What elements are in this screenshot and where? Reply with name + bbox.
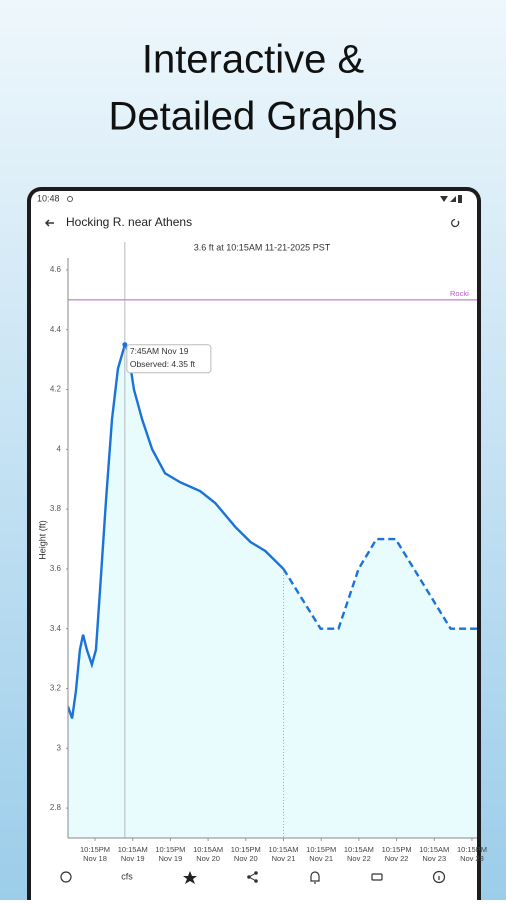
app-title: Hocking R. near Athens (66, 215, 192, 229)
x-tick-date: Nov 19 (121, 854, 145, 863)
x-tick-label: 10:15AM (419, 845, 449, 854)
units-button[interactable]: cfs (121, 871, 133, 881)
x-tick-label: 10:15PM (80, 845, 110, 854)
x-tick-date: Nov 20 (196, 854, 220, 863)
bottom-nav: cfs (60, 870, 446, 884)
y-tick-label: 2.8 (50, 803, 62, 812)
map-button[interactable] (60, 871, 72, 883)
tooltip-text: Observed: 4.35 ft (130, 359, 196, 369)
x-tick-date: Nov 21 (272, 854, 296, 863)
chart: Rocki 3.6 ft at 10:15AM 11-21-2025 PST Hei… (37, 242, 487, 863)
status-time: 10:48 (37, 193, 60, 203)
y-tick-label: 3.6 (50, 564, 62, 573)
x-tick-label: 10:15PM (231, 845, 261, 854)
status-icon (67, 196, 73, 202)
x-tick-label: 10:15AM (193, 845, 223, 854)
cursor-point (122, 342, 128, 348)
x-tick-label: 10:15PM (382, 845, 412, 854)
tooltip-text: 7:45AM Nov 19 (130, 346, 189, 356)
x-tick-label: 10:15PM (306, 845, 336, 854)
y-tick-label: 3.8 (50, 504, 62, 513)
x-tick-label: 10:15AM (344, 845, 374, 854)
x-tick-label: 10:15PM (155, 845, 185, 854)
share-button[interactable] (247, 871, 258, 883)
refresh-button[interactable] (451, 218, 460, 228)
y-tick-label: 3.4 (50, 624, 62, 633)
x-tick-date: Nov 23 (460, 854, 484, 863)
y-tick-label: 4.2 (50, 385, 62, 394)
tooltip-box (126, 344, 212, 374)
alert-button[interactable] (310, 871, 320, 884)
x-tick-label: 10:15AM (268, 845, 298, 854)
area-fill (68, 344, 284, 838)
headline: Interactive & (142, 38, 365, 82)
y-tick-label: 4.4 (50, 325, 62, 334)
y-tick-label: 4 (57, 444, 62, 453)
chart-subtitle: 3.6 ft at 10:15AM 11-21-2025 PST (194, 242, 331, 252)
y-axis-label: Height (ft) (37, 520, 47, 560)
x-tick-date: Nov 21 (309, 854, 333, 863)
y-tick-label: 4.6 (50, 265, 62, 274)
favorite-button[interactable] (183, 871, 197, 884)
reference-label: Rocki (450, 289, 469, 298)
x-tick-label: 10:15AM (118, 845, 148, 854)
area-fill (283, 539, 477, 838)
wifi-icon (440, 196, 448, 202)
y-tick-label: 3.2 (50, 684, 62, 693)
headline: Detailed Graphs (108, 95, 397, 139)
x-tick-date: Nov 22 (347, 854, 371, 863)
x-tick-label: 10:15PM (457, 845, 487, 854)
back-button[interactable] (44, 219, 54, 227)
battery-icon (458, 195, 462, 203)
series-line (282, 537, 477, 630)
info-button[interactable] (432, 870, 446, 884)
signal-icon (450, 196, 456, 202)
y-tick-label: 3 (57, 743, 62, 752)
x-tick-date: Nov 23 (422, 854, 446, 863)
x-tick-date: Nov 19 (159, 854, 183, 863)
x-tick-date: Nov 22 (385, 854, 409, 863)
x-tick-date: Nov 20 (234, 854, 258, 863)
camera-button[interactable] (371, 873, 383, 881)
x-tick-date: Nov 18 (83, 854, 107, 863)
